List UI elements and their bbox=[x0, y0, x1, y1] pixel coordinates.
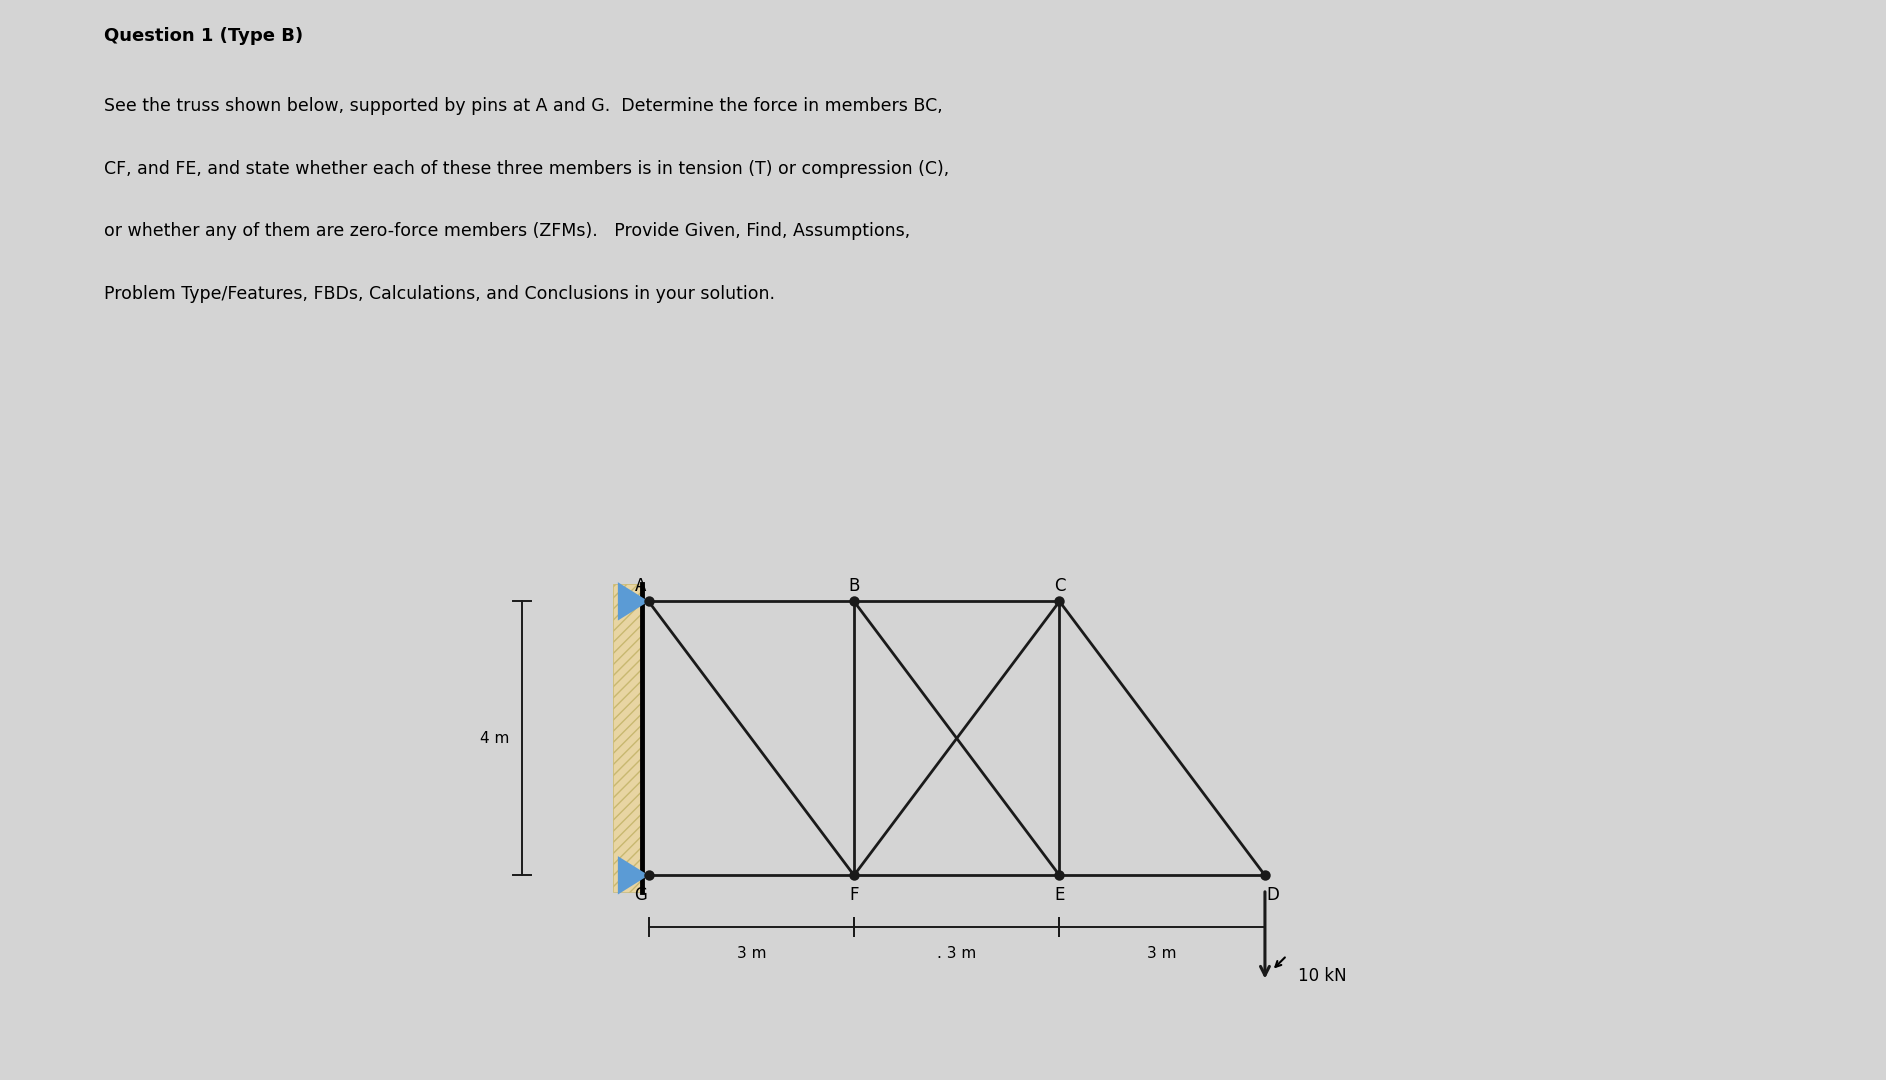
Text: or whether any of them are zero-force members (ZFMs).   Provide Given, Find, Ass: or whether any of them are zero-force me… bbox=[104, 222, 909, 241]
Text: C: C bbox=[1054, 578, 1066, 595]
Text: G: G bbox=[634, 886, 647, 904]
Text: 4 m: 4 m bbox=[481, 731, 509, 746]
Polygon shape bbox=[619, 582, 649, 621]
Text: See the truss shown below, supported by pins at A and G.  Determine the force in: See the truss shown below, supported by … bbox=[104, 97, 943, 116]
Text: D: D bbox=[1267, 886, 1279, 904]
Text: E: E bbox=[1054, 886, 1066, 904]
Polygon shape bbox=[619, 856, 649, 894]
Text: 10 kN: 10 kN bbox=[1298, 967, 1347, 985]
Text: . 3 m: . 3 m bbox=[937, 946, 977, 961]
Text: F: F bbox=[849, 886, 858, 904]
Text: B: B bbox=[849, 578, 860, 595]
Text: CF, and FE, and state whether each of these three members is in tension (T) or c: CF, and FE, and state whether each of th… bbox=[104, 160, 949, 178]
Text: A: A bbox=[636, 578, 647, 595]
Text: 3 m: 3 m bbox=[737, 946, 766, 961]
Text: Problem Type/Features, FBDs, Calculations, and Conclusions in your solution.: Problem Type/Features, FBDs, Calculation… bbox=[104, 285, 775, 303]
Bar bbox=[613, 584, 641, 892]
Bar bbox=[613, 584, 641, 892]
Text: Question 1 (Type B): Question 1 (Type B) bbox=[104, 27, 304, 45]
Text: 3 m: 3 m bbox=[1147, 946, 1177, 961]
